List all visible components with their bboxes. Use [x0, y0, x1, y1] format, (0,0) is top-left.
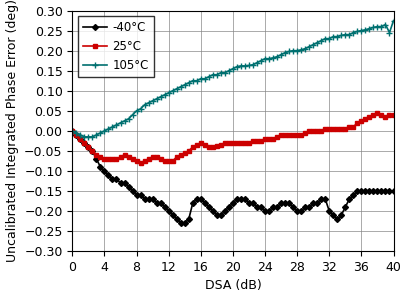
-40°C: [275, 205, 280, 209]
25°C: [70, 129, 75, 133]
Y-axis label: Uncalibrated Integrated Phase Error (deg): Uncalibrated Integrated Phase Error (deg…: [6, 0, 19, 262]
25°C: [138, 161, 143, 165]
-40°C: [351, 193, 356, 197]
105°C: [70, 129, 75, 133]
-40°C: [391, 189, 396, 193]
Line: -40°C: -40°C: [70, 129, 396, 225]
Legend: -40°C, 25°C, 105°C: -40°C, 25°C, 105°C: [78, 16, 153, 77]
25°C: [363, 117, 368, 121]
105°C: [82, 135, 87, 139]
105°C: [275, 55, 280, 58]
X-axis label: DSA (dB): DSA (dB): [205, 280, 261, 292]
105°C: [363, 28, 368, 32]
Line: 105°C: 105°C: [70, 18, 396, 140]
105°C: [251, 63, 256, 66]
25°C: [251, 139, 256, 143]
25°C: [391, 113, 396, 117]
105°C: [351, 31, 356, 34]
25°C: [375, 111, 380, 115]
-40°C: [311, 201, 316, 205]
-40°C: [70, 129, 75, 133]
25°C: [311, 129, 316, 133]
105°C: [391, 19, 396, 22]
25°C: [275, 135, 280, 139]
105°C: [311, 43, 316, 46]
-40°C: [363, 189, 368, 193]
25°C: [335, 127, 340, 131]
-40°C: [335, 217, 340, 221]
105°C: [335, 35, 340, 38]
-40°C: [178, 221, 183, 225]
-40°C: [251, 201, 256, 205]
Line: 25°C: 25°C: [70, 111, 396, 165]
25°C: [351, 125, 356, 129]
